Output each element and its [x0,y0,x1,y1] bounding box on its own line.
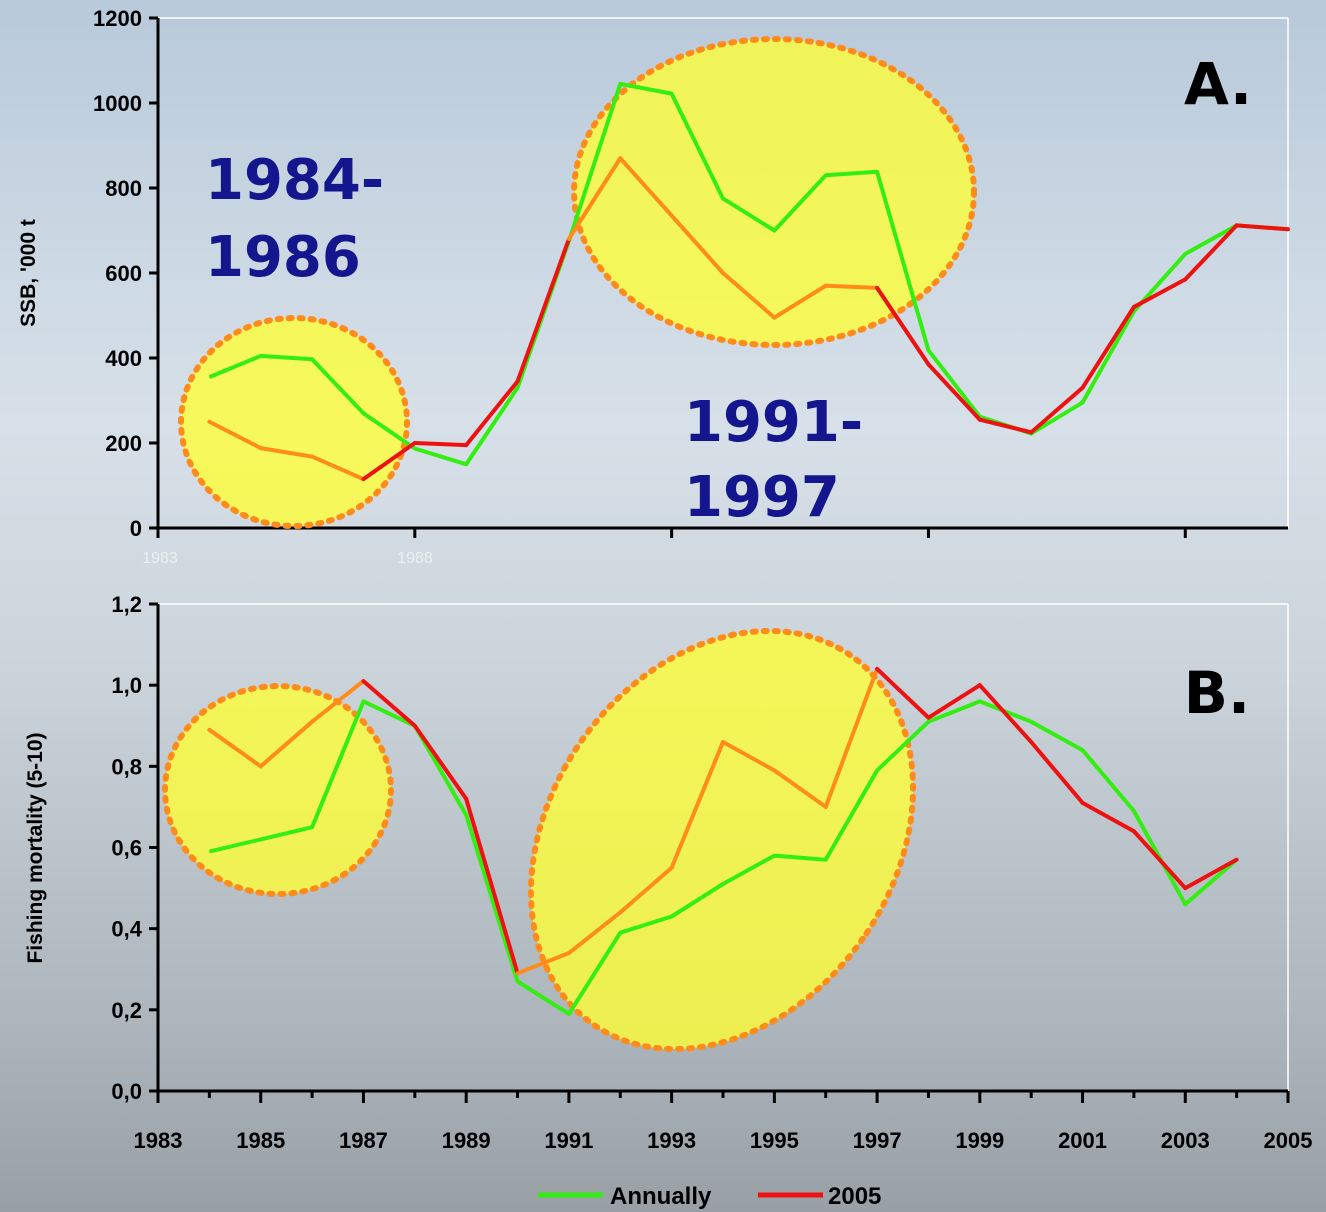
series-2005-segment [1234,223,1290,232]
series-2005-segment [977,683,1034,744]
panel-b: 0,00,20,40,60,81,01,2 1983 1985 1987 1989 19… [24,592,1313,1153]
series-2005-segment [721,271,777,320]
series-2005-segment [618,156,674,218]
annotation-1984-1986-line2: 1986 [205,225,361,290]
series-2005-segment [412,723,469,801]
series-2005-segment [977,417,1034,435]
series-2005-segment [207,727,263,769]
panel-a-label: A. [1184,50,1252,118]
panel-a-y-tick-label: 1200 [93,6,142,31]
panel-a-y-tick-label: 200 [105,431,142,456]
series-2005-segment [669,739,725,870]
panel-b-label: B. [1184,659,1250,727]
series-2005-segment [310,454,366,482]
legend-label-annually: Annually [610,1183,712,1210]
series-2005-segment [566,156,623,241]
series-2005-segment [1131,277,1188,309]
panel-b-y-tick-label: 0,2 [111,998,142,1023]
panel-a-series [207,81,1290,482]
panel-b-y-tick-label: 0,0 [111,1079,142,1104]
highlight-ellipse-1991-1997-a [571,36,977,348]
series-2005-segment [1183,223,1239,282]
panel-a-y-axis-title: SSB, '000 t [17,219,40,327]
panel-b-x-tick-label: 1993 [647,1128,696,1153]
panel-b-y-tick-label: 1,2 [111,592,142,617]
panel-b-y-ticks: 0,0 0,2 0,4 0,6 0,8 1,0 1,2 [111,592,158,1104]
series-2005-segment [1080,800,1136,834]
panel-b-x-tick-label: 1991 [544,1128,593,1153]
panel-b-x-tick-label: 1999 [955,1128,1004,1153]
panel-a-y-ticks: 0 200 400 600 800 1000 1200 [93,6,158,541]
legend: Annually 2005 [538,1183,881,1210]
panel-a-x-ticks [156,528,1187,538]
series-2005-segment [361,441,417,482]
series-2005-segment [926,362,982,422]
panel-a-y-tick-label: 800 [105,176,142,201]
faint-x-tick-label-1988: 1988 [397,550,433,567]
panel-b-x-tick-label: 2003 [1161,1128,1210,1153]
panel-a: 0 200 400 600 800 1000 1200 1983 1988 SSB, '00… [17,6,1290,567]
series-2005-segment [464,379,520,448]
series-2005-segment [721,739,777,773]
series-2005-segment [361,679,417,728]
series-2005-segment [926,683,982,720]
series-2005-segment [1029,739,1085,805]
series-2005-segment [875,666,931,720]
series-2005-segment [207,419,263,451]
legend-label-2005: 2005 [828,1183,881,1210]
series-2005-segment [669,213,725,275]
annotation-1984-1986-line1: 1984- [205,148,384,213]
series-2005-segment [515,951,571,976]
series-2005-segment [875,285,931,367]
series-2005-segment [823,666,880,809]
panel-b-x-tick-label: 2005 [1264,1128,1313,1153]
annotation-1991-1997-line1: 1991- [684,390,863,455]
panel-a-y-tick-label: 0 [130,516,142,541]
panel-b-x-tick-label: 1997 [853,1128,902,1153]
series-2005-segment [618,865,674,915]
series-2005-segment [1183,857,1239,891]
series-2005-segment [1080,305,1136,390]
panel-b-x-ticks: 1983 1985 1987 1989 1991 1993 1995 1997 1999 2001… [134,1091,1313,1153]
series-annually-line [208,81,1289,467]
series-2005-segment [823,283,880,290]
faint-x-tick-label-1983: 1983 [142,550,178,567]
series-2005-segment [258,719,315,769]
series-2005-segment [515,237,571,384]
series-2005-segment [566,910,623,956]
annotation-1991-1997-line2: 1997 [684,465,840,530]
panel-b-y-tick-label: 0,8 [111,754,142,779]
panel-b-x-tick-label: 1985 [236,1128,285,1153]
panel-b-y-tick-label: 0,4 [111,917,142,942]
series-2005-segment [464,796,520,976]
series-2005-segment [772,768,828,809]
series-2005-segment [1029,385,1085,435]
panel-b-x-tick-label: 1987 [339,1128,388,1153]
panel-b-series [207,666,1239,1016]
panel-b-y-axis-title: Fishing mortality (5-10) [24,732,47,963]
highlight-ellipse-1991-1997-b [527,627,917,1053]
panel-b-x-tick-label: 1989 [442,1128,491,1153]
panel-a-y-tick-label: 400 [105,346,142,371]
panel-a-y-tick-label: 1000 [93,91,142,116]
panel-b-x-tick-label: 1983 [134,1128,183,1153]
panel-b-y-tick-label: 1,0 [111,673,142,698]
series-2005-segment [258,446,315,459]
panel-b-x-tick-label: 1995 [750,1128,799,1153]
series-2005-segment [412,441,469,448]
series-2005-segment [1131,829,1188,891]
panel-a-y-tick-label: 600 [105,261,142,286]
series-2005-segment [310,679,366,724]
panel-b-y-tick-label: 0,6 [111,836,142,861]
panel-b-x-tick-label: 2001 [1058,1128,1107,1153]
series-2005-segment [772,283,828,320]
series-annually-line [208,699,1238,1016]
